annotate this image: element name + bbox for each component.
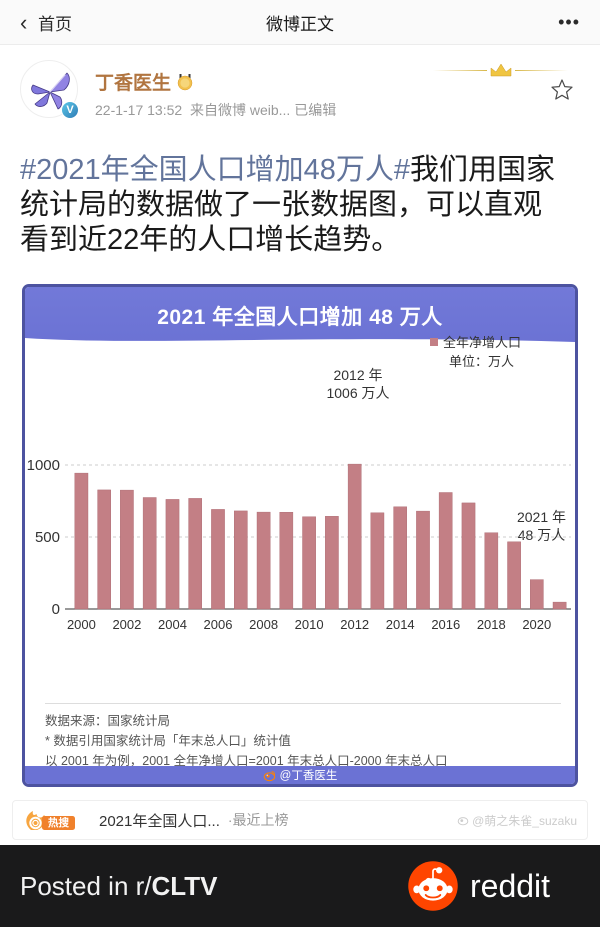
svg-text:1000: 1000 [27, 457, 60, 474]
svg-text:2012: 2012 [340, 617, 369, 632]
svg-text:2002: 2002 [112, 617, 141, 632]
svg-text:2018: 2018 [477, 617, 506, 632]
svg-text:0: 0 [52, 601, 60, 618]
svg-text:2020: 2020 [522, 617, 551, 632]
svg-text:2006: 2006 [204, 617, 233, 632]
svg-text:2014: 2014 [386, 617, 415, 632]
svg-text:500: 500 [35, 529, 60, 546]
svg-text:热搜: 热搜 [48, 816, 69, 829]
svg-text:2016: 2016 [431, 617, 460, 632]
svg-text:2010: 2010 [295, 617, 324, 632]
svg-text:2008: 2008 [249, 617, 278, 632]
svg-text:2000: 2000 [67, 617, 96, 632]
svg-text:2004: 2004 [158, 617, 187, 632]
